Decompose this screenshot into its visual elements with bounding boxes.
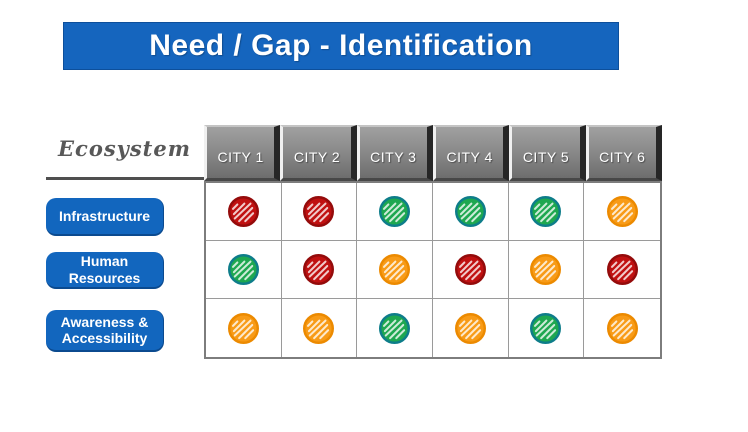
city-header-label: CITY 1	[217, 148, 264, 165]
grid-cell-r3-c4	[432, 299, 509, 357]
city-header-city-2: CITY 2	[280, 125, 357, 181]
grid-cell-r2-c3	[357, 241, 433, 299]
status-dot-green-icon	[454, 196, 486, 227]
city-header-label: CITY 3	[370, 148, 417, 165]
city-header-city-1: CITY 1	[204, 125, 281, 181]
city-header-label: CITY 5	[522, 148, 570, 165]
grid-cell-r1-c6	[584, 183, 660, 241]
status-dot-orange-icon	[303, 312, 335, 344]
row-label-human-resources: Human Resources	[46, 252, 164, 289]
status-dot-green-icon	[379, 312, 411, 344]
status-dot-red-icon	[227, 196, 259, 227]
grid-cell-r3-c2	[281, 299, 358, 357]
grid-cell-r3-c1	[206, 299, 282, 357]
city-header-label: CITY 2	[293, 148, 341, 165]
city-header-city-3: CITY 3	[356, 125, 433, 181]
slide-title: Need / Gap - Identification	[149, 29, 533, 62]
grid-cell-r2-c4	[432, 241, 509, 299]
status-dot-orange-icon	[227, 312, 259, 344]
grid-cell-r1-c2	[281, 183, 358, 241]
grid-cell-r3-c5	[508, 299, 585, 357]
status-dot-red-icon	[454, 254, 486, 285]
status-dot-green-icon	[530, 312, 562, 344]
ecosystem-label: Ecosystem	[58, 136, 191, 161]
ecosystem-underline	[46, 177, 205, 180]
status-grid	[204, 181, 662, 359]
status-dot-green-icon	[227, 254, 259, 285]
status-dot-orange-icon	[454, 312, 486, 344]
row-label-infrastructure: Infrastructure	[46, 198, 164, 236]
status-dot-red-icon	[303, 254, 335, 285]
status-dot-orange-icon	[606, 196, 638, 227]
grid-cell-r3-c3	[357, 299, 433, 357]
grid-cell-r1-c5	[508, 183, 585, 241]
status-dot-red-icon	[606, 254, 638, 285]
grid-cell-r2-c1	[206, 241, 282, 299]
city-header-city-5: CITY 5	[509, 125, 586, 181]
status-dot-green-icon	[530, 196, 562, 227]
city-header-row: CITY 1 CITY 2 CITY 3 CITY 4 CITY 5 CITY 6	[204, 125, 662, 181]
grid-cell-r3-c6	[584, 299, 660, 357]
title-banner: Need / Gap - Identification	[63, 22, 619, 70]
grid-cell-r2-c6	[584, 241, 660, 299]
status-dot-orange-icon	[530, 254, 562, 285]
grid-cell-r1-c3	[357, 183, 433, 241]
city-header-label: CITY 6	[599, 148, 646, 165]
status-dot-orange-icon	[606, 312, 638, 344]
grid-cell-r2-c2	[281, 241, 358, 299]
status-dot-orange-icon	[379, 254, 411, 285]
row-label-awareness-accessibility: Awareness & Accessibility	[46, 310, 164, 352]
city-header-city-6: CITY 6	[585, 125, 662, 181]
grid-cell-r2-c5	[508, 241, 585, 299]
city-header-label: CITY 4	[446, 148, 493, 165]
status-dot-green-icon	[379, 196, 411, 227]
grid-cell-r1-c1	[206, 183, 282, 241]
grid-cell-r1-c4	[432, 183, 509, 241]
city-header-city-4: CITY 4	[432, 125, 510, 181]
status-dot-red-icon	[303, 196, 335, 227]
